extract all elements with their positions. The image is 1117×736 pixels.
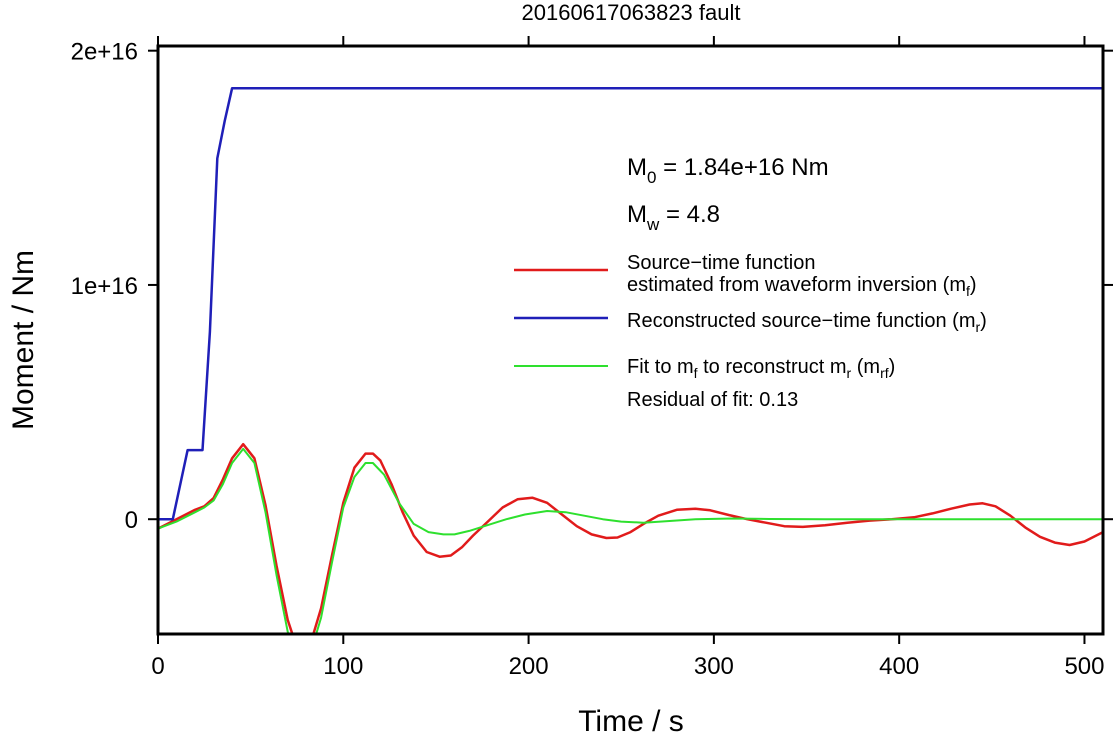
- x-tick-label: 300: [694, 653, 734, 680]
- y-tick-label: 2e+16: [71, 39, 138, 66]
- legend-label-mrf: Fit to mf to reconstruct mr (mrf): [627, 356, 895, 381]
- axis-ticks: 0 100 200 300 400 500 0 1e+16 2e+16: [71, 36, 1113, 680]
- plot-frame: [156, 44, 1105, 636]
- chart-title: 20160617063823 fault: [522, 0, 741, 25]
- legend-label-mf-line2: estimated from waveform inversion (mf): [627, 274, 977, 299]
- x-tick-label: 100: [323, 653, 363, 680]
- series-group: [158, 86, 1103, 634]
- series-line-mf: [158, 442, 1103, 634]
- series-line-mrf: [158, 447, 1103, 634]
- residual-annotation: Residual of fit: 0.13: [627, 389, 798, 411]
- y-tick-label: 0: [125, 507, 138, 534]
- x-tick-label: 200: [509, 653, 549, 680]
- x-tick-label: 0: [151, 653, 164, 680]
- legend: Source−time function estimated from wave…: [514, 252, 987, 411]
- mw-annotation: Mw = 4.8: [627, 201, 720, 234]
- series-line-mr: [158, 86, 1103, 521]
- legend-label-mr: Reconstructed source−time function (mr): [627, 310, 987, 335]
- y-axis-label: Moment / Nm: [7, 250, 40, 430]
- y-tick-label: 1e+16: [71, 273, 138, 300]
- x-tick-label: 400: [879, 653, 919, 680]
- x-axis-label: Time / s: [578, 705, 684, 736]
- x-tick-label: 500: [1064, 653, 1104, 680]
- legend-label-mf-line1: Source−time function: [627, 252, 815, 274]
- m0-annotation: M0 = 1.84e+16 Nm: [627, 154, 829, 187]
